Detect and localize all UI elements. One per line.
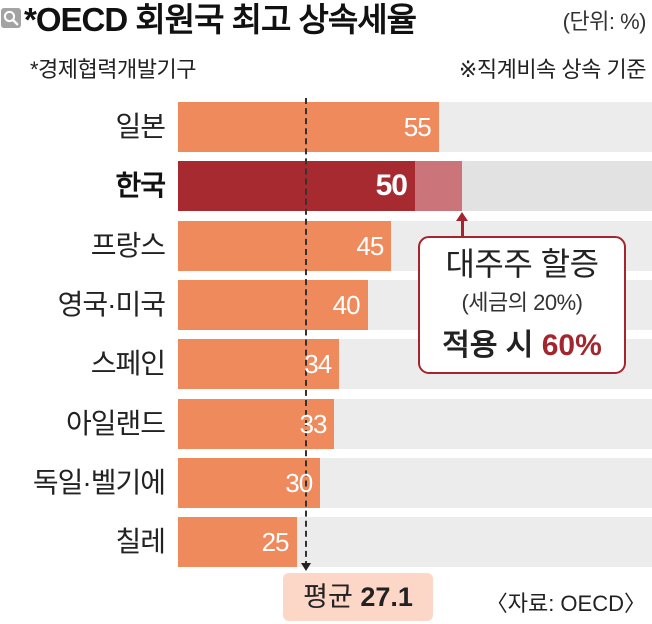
value-label: 40 bbox=[332, 289, 361, 320]
category-label: 칠레 bbox=[115, 526, 166, 558]
callout-result-value: 60% bbox=[541, 329, 602, 362]
callout-result-label: 적용 시 bbox=[442, 329, 534, 362]
bar bbox=[178, 517, 297, 568]
callout-pointer-line bbox=[460, 220, 464, 237]
bar bbox=[178, 457, 321, 508]
value-label: 25 bbox=[261, 527, 290, 558]
source-label: 〈자료: OECD〉 bbox=[485, 591, 646, 616]
value-label: 34 bbox=[304, 349, 332, 380]
average-marker bbox=[301, 563, 312, 572]
category-label: 아일랜드 bbox=[65, 407, 166, 439]
average-label: 평균 bbox=[303, 582, 353, 612]
bar bbox=[178, 279, 368, 330]
category-label: 영국·미국 bbox=[57, 288, 166, 320]
category-label: 일본 bbox=[115, 111, 166, 142]
footnote-oecd: *경제협력개발기구 bbox=[30, 57, 196, 82]
footnote-basis: ※직계비속 상속 기준 bbox=[458, 57, 647, 82]
callout-title: 대주주 할증 bbox=[445, 246, 599, 282]
callout-box: 대주주 할증 (세금의 20%) 적용 시 60% bbox=[418, 236, 626, 374]
highlight-bar bbox=[178, 161, 415, 212]
value-label: 30 bbox=[285, 467, 313, 498]
chart-title: *OECD 회원국 최고 상속세율 bbox=[24, 1, 417, 38]
unit-label: (단위: %) bbox=[562, 9, 647, 34]
callout-result: 적용 시 60% bbox=[420, 327, 624, 365]
average-value: 27.1 bbox=[360, 582, 413, 612]
category-label: 독일·벨기에 bbox=[32, 466, 166, 498]
average-label-box: 평균 27.1 bbox=[283, 573, 433, 621]
category-label: 프랑스 bbox=[90, 229, 166, 261]
value-label: 33 bbox=[299, 408, 327, 439]
callout-note: (세금의 20%) bbox=[461, 290, 583, 315]
callout-pointer-tip bbox=[456, 212, 469, 222]
value-label: 45 bbox=[356, 230, 384, 261]
surcharge-bar bbox=[415, 161, 463, 212]
category-label: 스페인 bbox=[90, 348, 166, 380]
bar bbox=[178, 339, 340, 390]
bar bbox=[178, 220, 392, 271]
search-icon[interactable] bbox=[1, 8, 21, 28]
value-label: 50 bbox=[375, 169, 408, 203]
average-line bbox=[305, 98, 308, 568]
bar bbox=[178, 102, 439, 152]
bar bbox=[178, 398, 335, 449]
value-label: 55 bbox=[403, 112, 432, 142]
category-label: 한국 bbox=[115, 170, 166, 202]
